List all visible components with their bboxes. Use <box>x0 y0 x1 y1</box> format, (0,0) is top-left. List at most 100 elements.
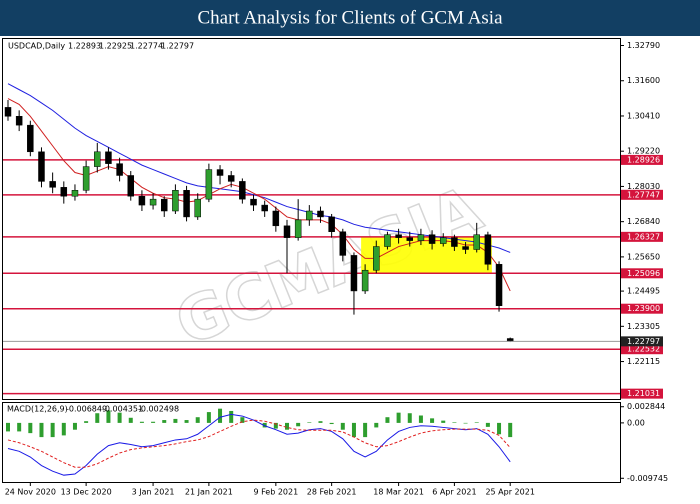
macd-histogram-bar <box>240 417 245 423</box>
macd-histogram-bar <box>474 422 479 423</box>
candle-body <box>417 234 425 241</box>
candle-body <box>194 198 201 218</box>
x-tick-label: 28 Feb 2021 <box>307 488 357 497</box>
candle-body <box>406 237 414 241</box>
level-label: 1.27747 <box>627 190 660 199</box>
candle-body <box>216 169 224 176</box>
y-tick-label: 1.30410 <box>627 111 660 120</box>
candle-body <box>306 210 313 221</box>
macd-histogram-bar <box>296 422 301 427</box>
macd-histogram-bar <box>95 413 100 423</box>
candle-body <box>116 163 123 176</box>
ma-fast-line <box>7 98 511 292</box>
candle-body <box>451 237 458 247</box>
macd-histogram-bar <box>318 421 323 423</box>
level-label-box <box>621 268 663 279</box>
macd-histogram-bar <box>17 422 22 432</box>
macd-histogram-bar <box>39 422 44 438</box>
candle-body <box>350 255 358 292</box>
macd-histogram-bar <box>72 422 77 430</box>
macd-histogram-bar <box>61 422 66 436</box>
candle-body <box>15 116 23 126</box>
candle-body <box>384 234 391 247</box>
macd-histogram-bar <box>363 422 368 438</box>
macd-main-line <box>7 413 511 476</box>
candle-body <box>239 181 246 200</box>
level-label: 1.28926 <box>627 155 660 164</box>
macd-histogram-bar <box>128 417 133 423</box>
macd-histogram-bar <box>206 412 211 423</box>
macd-histogram-bar <box>463 422 468 424</box>
candle-body <box>149 198 157 206</box>
candle-body <box>94 151 101 167</box>
y-tick-label: 1.24495 <box>627 287 660 296</box>
y-tick-label: 1.23305 <box>627 322 660 331</box>
candle-body <box>462 246 469 250</box>
candle-body <box>138 195 146 206</box>
level-label: 1.23900 <box>627 304 660 313</box>
macd-histogram-bar <box>28 422 33 434</box>
macd-histogram-bar <box>374 422 379 428</box>
level-label-box <box>621 344 663 355</box>
candle-body <box>160 198 168 212</box>
candle-body <box>172 190 179 212</box>
macd-histogram-bar <box>218 408 223 423</box>
macd-histogram-bar <box>139 421 144 423</box>
candle-body <box>27 124 34 153</box>
macd-y-tick-label: 0.002844 <box>627 402 665 411</box>
y-tick-label: 1.29220 <box>627 147 660 156</box>
current-price-box <box>621 336 663 347</box>
candle-body <box>339 231 347 256</box>
macd-value: -0.004351 <box>102 405 143 414</box>
macd-histogram-bar <box>117 412 122 423</box>
candle-body <box>250 198 257 206</box>
macd-histogram-bar <box>184 420 189 423</box>
level-label-box <box>621 154 663 165</box>
candle-body <box>373 246 380 271</box>
x-tick-label: 25 Apr 2021 <box>485 488 534 497</box>
macd-histogram-bar <box>285 422 289 430</box>
candle-body <box>495 264 503 306</box>
chart-title: Chart Analysis for Clients of GCM Asia <box>197 7 503 28</box>
candle-body <box>283 225 291 238</box>
macd-histogram-bar <box>195 417 200 423</box>
macd-histogram-bar <box>162 420 167 423</box>
ohlc-value: 1.22774 <box>130 42 163 51</box>
level-label: 1.25096 <box>627 269 660 278</box>
y-tick-label: 1.26840 <box>627 217 660 226</box>
ohlc-value: 1.22893 <box>68 42 101 51</box>
candle-body <box>361 269 369 292</box>
x-tick-label: 24 Nov 2020 <box>5 488 56 497</box>
macd-panel <box>2 402 621 483</box>
level-label: 1.26327 <box>627 232 660 241</box>
macd-histogram-bar <box>485 422 490 427</box>
macd-histogram-bar <box>508 422 513 438</box>
candle-body <box>473 234 480 250</box>
candle-body <box>82 166 90 191</box>
macd-value: -0.006849 <box>66 405 107 414</box>
highlight-zone <box>361 236 492 274</box>
x-tick-label: 13 Dec 2020 <box>61 488 112 497</box>
macd-value: -0.002498 <box>138 405 179 414</box>
chart-symbol: USDCAD,Daily <box>8 42 65 51</box>
title-banner <box>0 0 700 36</box>
macd-histogram-bar <box>340 422 345 430</box>
candle-body <box>317 210 324 218</box>
candle-body <box>183 190 190 218</box>
macd-y-tick-label: 0.00 <box>627 418 645 427</box>
level-label-box <box>621 189 663 200</box>
macd-histogram-bar <box>262 422 267 428</box>
current-price-label: 1.22797 <box>627 337 660 346</box>
candle-body <box>60 187 68 197</box>
macd-histogram-bar <box>407 413 412 423</box>
level-label: 1.22532 <box>627 345 660 354</box>
macd-histogram-bar <box>351 422 356 438</box>
y-tick-label: 1.32790 <box>627 41 660 50</box>
candle-body <box>227 175 235 182</box>
macd-histogram-bar <box>173 418 178 423</box>
y-tick-label: 1.22115 <box>627 357 660 366</box>
macd-histogram-bar <box>430 418 435 423</box>
price-panel <box>2 38 621 400</box>
macd-histogram-bar <box>273 422 278 429</box>
